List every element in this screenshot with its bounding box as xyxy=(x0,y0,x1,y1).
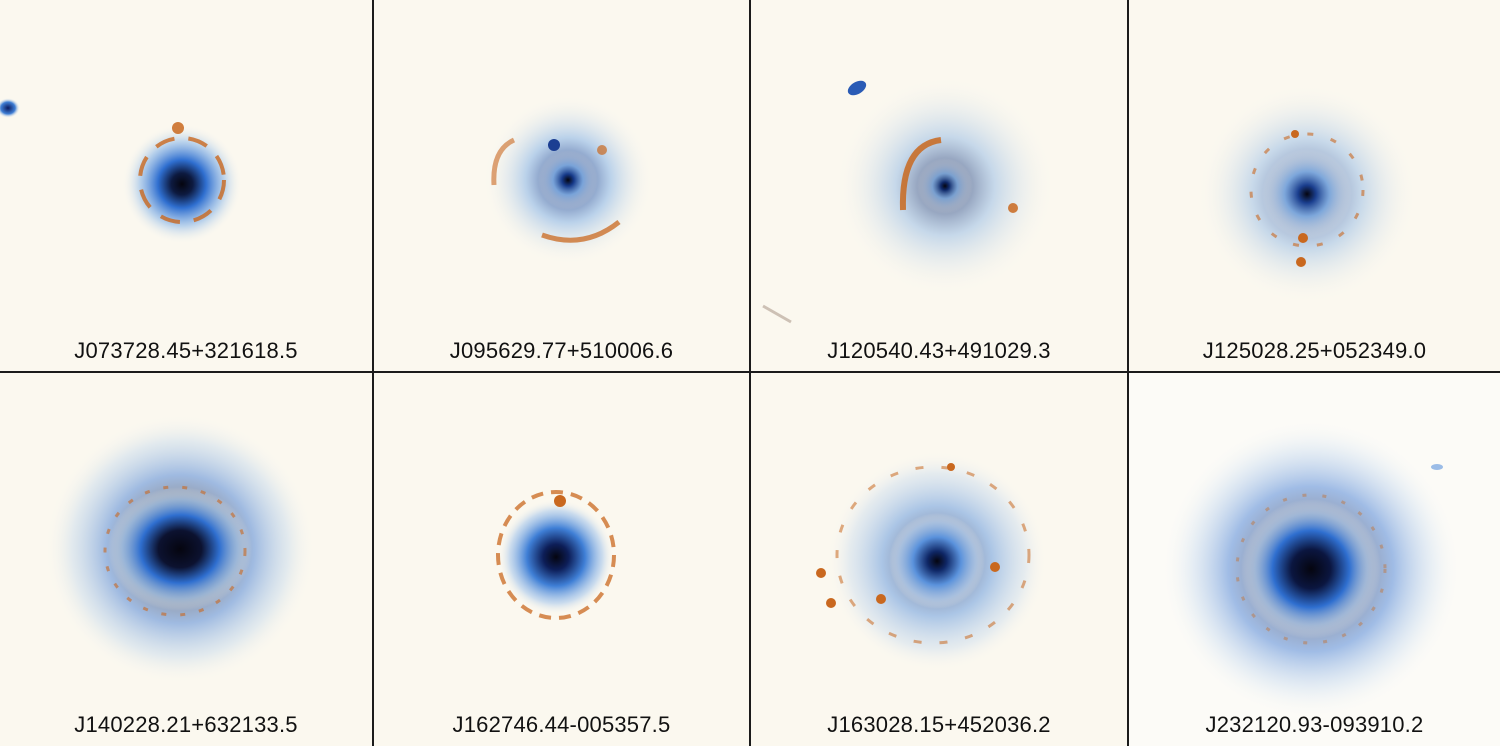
panel-label: J162746.44-005357.5 xyxy=(452,712,671,737)
panel-label: J125028.25+052349.0 xyxy=(1202,338,1427,363)
panel-8: J232120.93-093910.2 xyxy=(1129,373,1500,746)
panel-1: J073728.45+321618.5 xyxy=(0,0,372,372)
galaxy-image-1 xyxy=(0,98,242,244)
panel-label: J232120.93-093910.2 xyxy=(1205,712,1424,737)
grid-divider-vertical-2 xyxy=(749,0,751,746)
panel-2: J095629.77+510006.6 xyxy=(374,0,749,372)
galaxy-image-6 xyxy=(496,490,616,620)
grid-divider-horizontal xyxy=(0,371,1500,373)
galaxy-image-5 xyxy=(45,414,315,684)
panel-5: J140228.21+632133.5 xyxy=(0,373,372,746)
panel-label: J163028.15+452036.2 xyxy=(827,712,1051,737)
panel-label: J073728.45+321618.5 xyxy=(74,338,298,363)
panel-7: J163028.15+452036.2 xyxy=(751,373,1127,746)
panel-3: J120540.43+491029.3 xyxy=(751,0,1127,372)
galaxy-image-3 xyxy=(762,76,1055,324)
panel-4: J125028.25+052349.0 xyxy=(1129,0,1500,372)
galaxy-image-4 xyxy=(1197,84,1417,304)
panel-label: J095629.77+510006.6 xyxy=(449,338,674,363)
galaxy-image-7 xyxy=(816,451,1047,671)
grid-divider-vertical-3 xyxy=(1127,0,1129,746)
galaxy-image-8 xyxy=(1161,419,1461,719)
grid-divider-vertical-1 xyxy=(372,0,374,746)
panel-6: J162746.44-005357.5 xyxy=(374,373,749,746)
panel-label: J140228.21+632133.5 xyxy=(74,712,298,737)
panel-label: J120540.43+491029.3 xyxy=(827,338,1051,363)
galaxy-image-2 xyxy=(483,95,653,265)
